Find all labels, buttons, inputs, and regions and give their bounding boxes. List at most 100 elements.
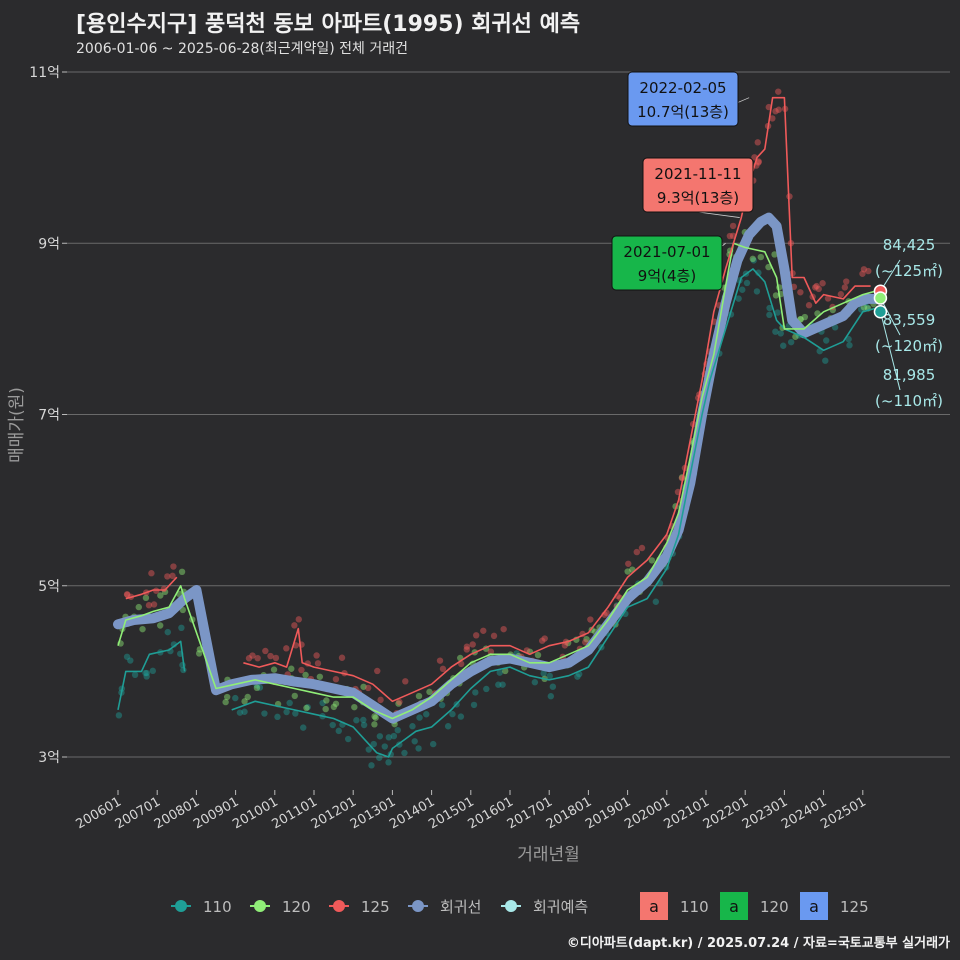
scatter-point-110 (394, 726, 401, 734)
scatter-point-125 (439, 665, 447, 673)
scatter-point-110 (540, 670, 547, 677)
footer-credit: ©디아파트(dapt.kr) / 2025.07.24 / 자료=국토교통부 실… (566, 936, 950, 951)
scatter-point-110 (304, 703, 311, 711)
legend-key-dot (333, 900, 345, 912)
predictions: 84,425 (~125㎡) 83,559 (~120㎡) 81,985 (~110㎡) (873, 236, 943, 410)
scatter-point-120 (270, 666, 278, 673)
annotation-box (627, 71, 739, 127)
legend-key-dot (505, 900, 517, 912)
scatter-point-120 (195, 650, 203, 657)
scatter-point-125 (812, 284, 819, 291)
scatter-point-120 (772, 292, 780, 299)
scatter-point-110 (735, 295, 742, 302)
scatter-point-125 (797, 289, 804, 296)
scatter-point-110 (444, 723, 452, 730)
scatter-point-110 (123, 653, 131, 660)
legend-box-label: 110 (680, 898, 709, 916)
scatter-point-110 (164, 628, 171, 636)
scatter-point-125 (150, 601, 158, 608)
scatter-point-125 (295, 616, 302, 623)
scatter-point-125 (775, 106, 782, 113)
scatter-point-120 (624, 568, 631, 575)
legend-box (800, 892, 828, 920)
scatter-point-110 (131, 671, 139, 679)
scatter-point-110 (411, 738, 418, 745)
scatter-point-120 (156, 622, 164, 629)
scatter-point-110 (531, 679, 539, 686)
annotations: 2022-02-05 10.7억(13층) 2021-11-11 9.3억(13층) 2… (611, 71, 754, 291)
scatter-point-125 (267, 652, 274, 660)
prediction-value: 83,559 (883, 311, 936, 329)
scatter-point-110 (457, 713, 465, 720)
scatter-point-110 (499, 681, 506, 688)
scatter-point-125 (332, 675, 340, 683)
scatter-point-120 (502, 667, 509, 675)
scatter-point-110 (376, 754, 383, 761)
scatter-point-125 (169, 572, 176, 580)
scatter-point-125 (538, 637, 546, 644)
scatter-point-110 (178, 624, 185, 632)
scatter-point-120 (222, 698, 229, 706)
scatter-point-125 (824, 295, 832, 302)
x-tick-label: 202501 (818, 794, 868, 832)
legend-box (720, 892, 748, 920)
scatter-point-110 (766, 311, 773, 319)
legend-box-glyph: a (809, 897, 819, 916)
y-tick-label: 11억 (29, 65, 60, 81)
y-axis-title: 매매가(원) (7, 387, 27, 463)
scatter-point-110 (370, 740, 377, 748)
scatter-point-110 (292, 710, 299, 717)
scatter-point-110 (360, 716, 367, 724)
scatter-point-125 (463, 646, 471, 653)
scatter-point-110 (385, 734, 393, 741)
scatter-point-125 (298, 666, 305, 674)
y-tick-label: 7억 (38, 408, 60, 424)
scatter-point-110 (142, 669, 149, 677)
x-axis-title: 거래년월 (517, 845, 580, 865)
scatter-point-110 (470, 701, 478, 709)
scatter-point-110 (495, 681, 502, 688)
scatter-point-125 (638, 544, 646, 552)
scatter-point-125 (815, 285, 822, 293)
scatter-point-125 (272, 654, 280, 662)
scatter-point-125 (473, 632, 480, 639)
scatter-point-125 (859, 270, 866, 277)
scatter-point-125 (769, 115, 776, 122)
annotation-box (642, 157, 754, 213)
scatter-point-120 (241, 698, 248, 705)
scatter-point-125 (726, 232, 734, 240)
chart-subtitle: 2006-01-06 ~ 2025-06-28(최근계약일) 전체 거래건 (76, 41, 408, 57)
scatter-point-120 (583, 635, 590, 643)
scatter-point-110 (286, 699, 293, 707)
legend-label: 120 (282, 898, 311, 916)
legend: 110 120 125 회귀선 회귀예측 a 110 a 120 a 125 (171, 892, 869, 920)
legend-box-glyph: a (729, 897, 739, 916)
scatter-point-110 (774, 309, 781, 316)
scatter-point-110 (319, 699, 326, 707)
scatter-point-110 (256, 684, 264, 691)
scatter-point-110 (772, 328, 779, 335)
legend-key-dot (254, 900, 266, 912)
scatter-point-125 (364, 684, 372, 692)
scatter-point-110 (274, 713, 281, 721)
scatter-point-110 (376, 733, 384, 740)
scatter-point-125 (805, 302, 813, 309)
prediction-area: (~125㎡) (875, 262, 943, 280)
legend-key-dot (175, 900, 187, 912)
scatter-point-125 (170, 563, 177, 570)
scatter-point-120 (648, 557, 656, 564)
scatter-point-110 (863, 304, 871, 311)
scatter-point-120 (253, 684, 261, 692)
legend-label: 회귀선 (440, 898, 481, 916)
scatter-points (115, 88, 879, 769)
prediction-leader (879, 297, 901, 336)
scatter-point-125 (145, 602, 153, 609)
scatter-point-125 (490, 632, 498, 640)
scatter-point-120 (316, 673, 324, 680)
scatter-point-125 (843, 278, 850, 285)
scatter-point-110 (755, 269, 762, 276)
prediction-value: 84,425 (883, 236, 936, 254)
prediction-leader (879, 311, 901, 391)
prediction-area: (~120㎡) (875, 337, 943, 355)
series-line-125 (125, 96, 871, 703)
